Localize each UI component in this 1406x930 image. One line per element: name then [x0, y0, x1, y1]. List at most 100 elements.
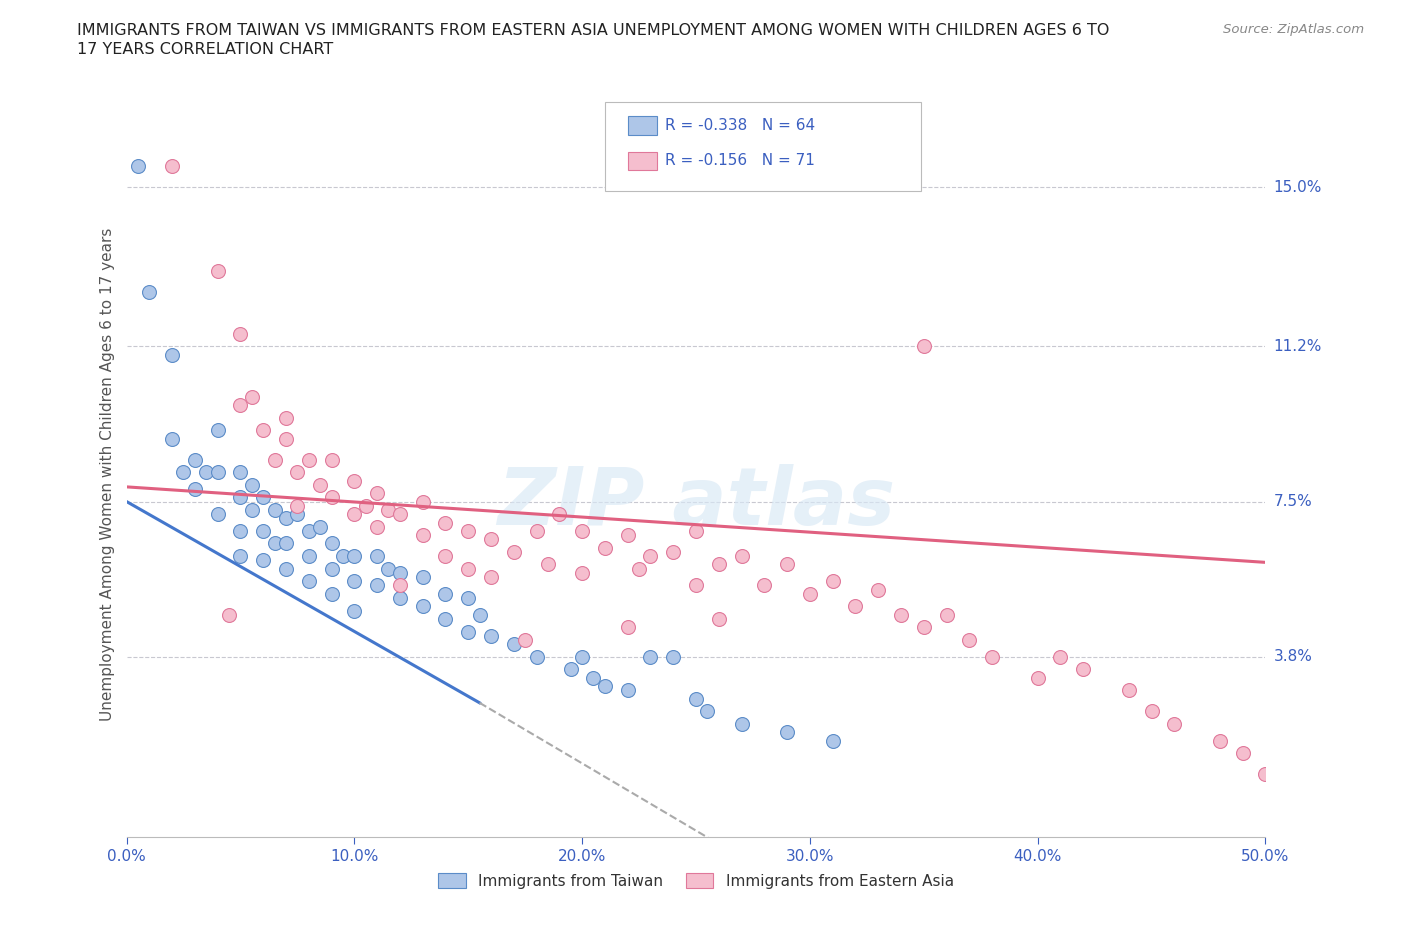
Point — [571, 524, 593, 538]
Text: 15.0%: 15.0% — [1274, 179, 1322, 194]
Point — [274, 410, 297, 425]
Point — [263, 452, 285, 467]
Point — [412, 527, 434, 542]
Point — [229, 549, 252, 564]
Point — [160, 432, 183, 446]
Point — [1232, 746, 1254, 761]
Point — [1163, 716, 1185, 731]
Point — [434, 515, 457, 530]
Point — [434, 586, 457, 601]
Point — [890, 607, 912, 622]
Point — [502, 544, 524, 559]
Point — [616, 683, 638, 698]
Point — [160, 159, 183, 174]
Point — [298, 524, 321, 538]
Point — [354, 498, 377, 513]
Point — [502, 637, 524, 652]
Point — [479, 569, 502, 584]
Point — [252, 490, 274, 505]
Point — [184, 482, 207, 497]
Point — [309, 519, 332, 534]
Point — [457, 624, 479, 639]
Point — [343, 473, 366, 488]
Point — [981, 649, 1004, 664]
Point — [229, 326, 252, 341]
Point — [616, 527, 638, 542]
Point — [1071, 662, 1094, 677]
Point — [685, 691, 707, 706]
Point — [229, 465, 252, 480]
Point — [479, 629, 502, 644]
Point — [172, 465, 194, 480]
Point — [593, 540, 616, 555]
Point — [776, 724, 799, 739]
Point — [640, 549, 662, 564]
Point — [707, 557, 730, 572]
Point — [343, 507, 366, 522]
Point — [457, 561, 479, 576]
Point — [957, 632, 980, 647]
Point — [434, 549, 457, 564]
Point — [274, 511, 297, 525]
Point — [229, 490, 252, 505]
Point — [309, 477, 332, 492]
Point — [434, 612, 457, 627]
Point — [229, 524, 252, 538]
Point — [730, 716, 752, 731]
Point — [184, 452, 207, 467]
Text: 3.8%: 3.8% — [1274, 649, 1313, 664]
Point — [240, 477, 263, 492]
Point — [207, 423, 229, 438]
Point — [1049, 649, 1071, 664]
Point — [263, 536, 285, 551]
Point — [548, 507, 571, 522]
Point — [479, 532, 502, 547]
Point — [287, 498, 309, 513]
Point — [515, 632, 537, 647]
Point — [263, 502, 285, 517]
Point — [321, 536, 343, 551]
Point — [127, 159, 149, 174]
Text: ZIP atlas: ZIP atlas — [496, 464, 896, 542]
Point — [298, 549, 321, 564]
Y-axis label: Unemployment Among Women with Children Ages 6 to 17 years: Unemployment Among Women with Children A… — [100, 228, 115, 721]
Point — [662, 544, 685, 559]
Point — [821, 574, 844, 589]
Text: 11.2%: 11.2% — [1274, 339, 1322, 354]
Point — [343, 604, 366, 618]
Point — [160, 348, 183, 363]
Point — [412, 599, 434, 614]
Point — [366, 519, 388, 534]
Point — [274, 432, 297, 446]
Point — [377, 502, 399, 517]
Point — [560, 662, 582, 677]
Point — [388, 591, 411, 605]
Point — [388, 507, 411, 522]
Point — [1140, 704, 1163, 719]
Point — [207, 263, 229, 278]
Point — [274, 561, 297, 576]
Point — [287, 465, 309, 480]
Text: 7.5%: 7.5% — [1274, 494, 1312, 509]
Point — [1254, 766, 1277, 781]
Point — [321, 586, 343, 601]
Point — [332, 549, 354, 564]
Point — [776, 557, 799, 572]
Text: Source: ZipAtlas.com: Source: ZipAtlas.com — [1223, 23, 1364, 36]
Point — [366, 485, 388, 500]
Point — [252, 423, 274, 438]
Point — [218, 607, 240, 622]
Point — [685, 578, 707, 592]
Point — [526, 524, 548, 538]
Legend: Immigrants from Taiwan, Immigrants from Eastern Asia: Immigrants from Taiwan, Immigrants from … — [432, 867, 960, 895]
Point — [207, 465, 229, 480]
Point — [252, 552, 274, 567]
Point — [640, 649, 662, 664]
Point — [240, 390, 263, 405]
Point — [343, 549, 366, 564]
Point — [754, 578, 776, 592]
Point — [412, 569, 434, 584]
Point — [207, 507, 229, 522]
Point — [571, 565, 593, 580]
Point — [457, 591, 479, 605]
